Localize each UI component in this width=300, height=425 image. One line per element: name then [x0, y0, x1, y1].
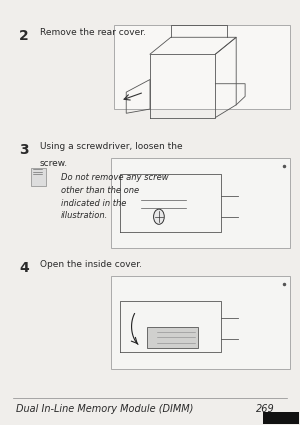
Text: Open the inside cover.: Open the inside cover.	[40, 260, 142, 269]
Text: other than the one: other than the one	[61, 186, 139, 195]
Text: Dual In-Line Memory Module (DIMM): Dual In-Line Memory Module (DIMM)	[16, 404, 193, 414]
Circle shape	[154, 209, 164, 224]
Text: Do not remove any screw: Do not remove any screw	[61, 173, 169, 182]
Text: 3: 3	[19, 143, 29, 157]
Text: indicated in the: indicated in the	[61, 198, 126, 207]
Text: 4: 4	[19, 261, 29, 275]
Text: 2: 2	[19, 29, 29, 43]
Text: screw.: screw.	[40, 159, 68, 168]
Bar	[114, 25, 290, 109]
Bar	[111, 158, 290, 248]
FancyBboxPatch shape	[31, 168, 46, 186]
Bar	[263, 412, 298, 424]
Text: Remove the rear cover.: Remove the rear cover.	[40, 28, 146, 37]
Polygon shape	[147, 326, 198, 348]
Text: 269: 269	[256, 404, 275, 414]
Text: illustration.: illustration.	[61, 211, 108, 220]
Bar	[111, 276, 290, 369]
Text: Using a screwdriver, loosen the: Using a screwdriver, loosen the	[40, 142, 183, 151]
